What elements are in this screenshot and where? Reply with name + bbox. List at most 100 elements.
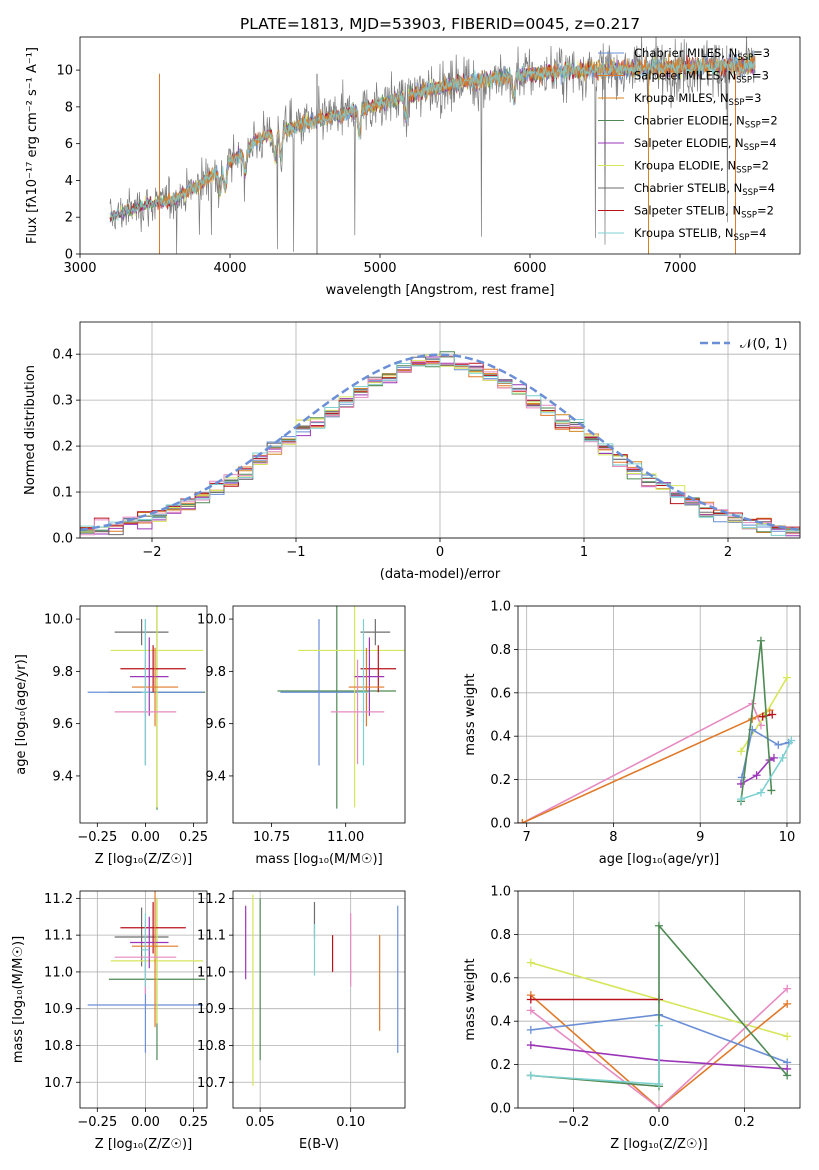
error-bars [87, 891, 206, 1061]
legend-item: Kroupa ELODIE, NSSP=2 [598, 159, 769, 176]
legend-item: Chabrier ELODIE, NSSP=2 [598, 114, 778, 131]
x-tick-label: 0.00 [131, 830, 160, 845]
legend-label-main: Salpeter ELODIE, N [634, 136, 744, 150]
legend-label-suffix: =4 [758, 181, 775, 195]
series-line [740, 740, 793, 800]
y-tick-label: 11.1 [197, 929, 226, 944]
y-tick-label: 9.6 [52, 717, 73, 732]
series-marker [783, 984, 792, 993]
y-tick-label: 9.4 [205, 769, 226, 784]
legend-label-main: Salpeter STELIB, N [634, 204, 741, 218]
legend-label: Chabrier STELIB, NSSP=4 [634, 181, 775, 198]
legend-label-subscript: SSP [745, 121, 761, 131]
panel-mass_vs_Z: −0.25 0.00 0.25 10.7 10.8 10.9 11.0 11.1 11.2 Z [… [11, 890, 208, 1152]
x-axis-label: Z [log₁₀(Z/Z☉)] [610, 1137, 707, 1152]
x-tick-label: −0.25 [77, 830, 117, 845]
panel-age_vs_Z: −0.25 0.00 0.25 9.4 9.6 9.8 10.0 Z [log₁₀(Z/Z☉)… [14, 605, 208, 867]
legend-label-suffix: =3 [752, 69, 769, 83]
panel-weight_vs_Z: −0.2 0.0 0.2 0.0 0.2 0.4 0.6 0.8 1.0 Z [log₁₀(Z/Z… [463, 885, 801, 1152]
x-tick-label: 0.05 [246, 1115, 275, 1130]
y-axis-label: age [log₁₀(age/yr)] [14, 654, 29, 775]
x-tick-label: −1 [286, 545, 305, 560]
histogram-step [80, 356, 800, 538]
series-marker [768, 710, 777, 719]
y-tick-label: 0.8 [490, 643, 511, 658]
x-tick-label: 1 [580, 545, 588, 560]
legend-label: Chabrier MILES, NSSP=3 [634, 46, 770, 63]
axes-frame [79, 605, 208, 824]
x-tick-label: 0.10 [336, 1115, 365, 1130]
x-tick-label: 2 [724, 545, 732, 560]
y-tick-label: 9.8 [205, 665, 226, 680]
ticks: 7 8 9 10 0.0 0.2 0.4 0.6 0.8 1.0 [490, 600, 795, 846]
panel-age_vs_mass: 10.75 11.00 9.4 9.6 9.8 10.0 mass [log₁₀(M/M☉)… [197, 605, 406, 867]
series-marker [782, 673, 791, 682]
y-axis-label: mass weight [463, 673, 478, 755]
series-marker [756, 636, 765, 645]
legend-label-main: Chabrier STELIB, N [634, 181, 742, 195]
axes-frame [79, 890, 208, 1109]
series-marker [526, 1041, 535, 1050]
x-tick-label: 7000 [663, 261, 696, 276]
gridlines [518, 605, 800, 824]
ticks: −2 −1 0 1 2 0.0 0.1 0.2 0.3 0.4 [52, 348, 732, 560]
y-tick-label: 10.0 [44, 613, 73, 628]
y-tick-label: 11.2 [197, 892, 226, 907]
y-tick-label: 9.6 [205, 717, 226, 732]
series-line [521, 709, 770, 823]
series-marker [787, 736, 796, 745]
y-tick-label: 9.4 [52, 769, 73, 784]
ticks: 0.05 0.10 10.7 10.8 10.9 11.0 11.1 11.2 [197, 892, 365, 1130]
series [736, 736, 796, 804]
legend-label: Salpeter ELODIE, NSSP=4 [634, 136, 777, 153]
series-marker [756, 788, 765, 797]
legend: 𝒩(0, 1) [700, 337, 787, 352]
legend-label-main: Chabrier MILES, N [634, 46, 737, 60]
legend-label-subscript: SSP [744, 143, 760, 153]
series [526, 984, 792, 1108]
y-tick-label: 0.0 [490, 1102, 511, 1117]
error-bar-point [130, 637, 169, 716]
y-axis-label: mass [log₁₀(M/M☉)] [11, 936, 26, 1063]
y-tick-label: 10.0 [197, 613, 226, 628]
x-axis-label: E(B-V) [299, 1137, 339, 1152]
plot-area [245, 894, 399, 1086]
x-tick-label: 0.25 [179, 830, 208, 845]
y-tick-label: 10.7 [197, 1076, 226, 1091]
series-marker [736, 747, 745, 756]
series [736, 636, 776, 806]
x-axis-label: age [log₁₀(age/yr)] [599, 852, 720, 867]
ticks: −0.25 0.00 0.25 10.7 10.8 10.9 11.0 11.1 11.2 [44, 892, 208, 1130]
legend-label-main: Kroupa STELIB, N [634, 226, 734, 240]
y-tick-label: 11.1 [44, 929, 73, 944]
series-marker [783, 999, 792, 1008]
series-marker [778, 753, 787, 762]
x-tick-label: −2 [142, 545, 161, 560]
axes-frame [79, 36, 801, 255]
series-marker [655, 1021, 663, 1030]
series-line [521, 702, 762, 823]
legend-label: Salpeter STELIB, NSSP=2 [634, 204, 774, 221]
error-bar-point [141, 619, 150, 766]
x-tick-label: 5000 [363, 261, 396, 276]
series-marker [526, 1071, 535, 1080]
axes-frame [232, 890, 406, 1109]
y-tick-label: 2 [65, 211, 73, 226]
y-tick-label: 0.4 [490, 730, 511, 745]
error-bar-point [348, 647, 385, 727]
legend-label-subscript: SSP [741, 211, 757, 221]
y-tick-label: 10.7 [44, 1076, 73, 1091]
series [526, 995, 663, 1004]
y-tick-label: 0.3 [52, 394, 73, 409]
series-line [530, 923, 788, 1088]
x-tick-label: 4000 [213, 261, 246, 276]
series-marker [518, 819, 527, 823]
y-tick-label: 10 [56, 64, 73, 79]
error-bar-point [110, 898, 204, 1024]
error-bar-point [120, 902, 186, 954]
series-marker [769, 753, 778, 762]
series-marker [526, 995, 535, 1004]
legend-label-subscript: SSP [729, 98, 745, 108]
legend-label: Chabrier ELODIE, NSSP=2 [634, 114, 778, 131]
x-tick-label: 0.25 [179, 1115, 208, 1130]
